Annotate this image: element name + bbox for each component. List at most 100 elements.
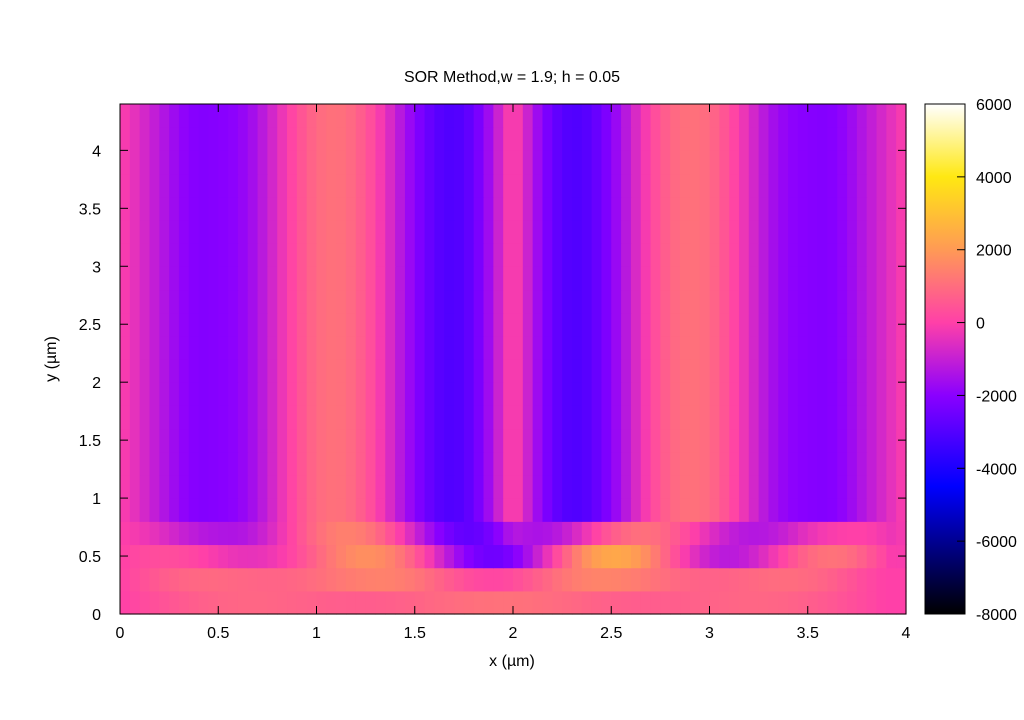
heatmap-cell — [218, 359, 229, 383]
heatmap-cell — [228, 127, 239, 151]
heatmap-cell — [513, 428, 524, 453]
heatmap-cell — [336, 544, 347, 569]
heatmap-cell — [208, 382, 219, 406]
heatmap-cell — [149, 521, 160, 546]
heatmap-cell — [178, 474, 190, 499]
heatmap-cell — [375, 289, 386, 314]
heatmap-cell — [218, 544, 229, 569]
heatmap-cell — [306, 590, 318, 615]
heatmap-cell — [365, 474, 377, 499]
heatmap-cell — [503, 521, 514, 546]
heatmap-cell — [404, 196, 416, 221]
heatmap-cell — [611, 196, 622, 221]
heatmap-cell — [228, 521, 239, 546]
heatmap-cell — [797, 498, 809, 522]
heatmap-cell — [326, 567, 337, 592]
heatmap-cell — [365, 544, 377, 569]
heatmap-cell — [267, 104, 278, 128]
heatmap-cell — [680, 196, 691, 221]
heatmap-cell — [188, 590, 200, 615]
heatmap-cell — [277, 243, 288, 267]
heatmap-cell — [621, 474, 632, 499]
heatmap-cell — [886, 104, 897, 128]
heatmap-cell — [395, 335, 406, 360]
heatmap-cell — [188, 173, 200, 198]
heatmap-cell — [817, 266, 828, 291]
heatmap-cell — [454, 428, 465, 453]
heatmap-cell — [463, 474, 475, 499]
heatmap-cell — [847, 451, 858, 476]
heatmap-cell — [296, 451, 308, 476]
heatmap-cell — [591, 127, 603, 151]
heatmap-cell — [640, 451, 652, 476]
heatmap-cell — [542, 127, 553, 151]
heatmap-cell — [493, 382, 504, 406]
heatmap-cell — [404, 521, 416, 546]
heatmap-cell — [375, 498, 386, 522]
heatmap-cell — [355, 196, 367, 221]
heatmap-cell — [886, 359, 897, 383]
heatmap-cell — [257, 590, 268, 615]
y-tick-label: 0 — [92, 607, 101, 624]
heatmap-cell — [797, 150, 809, 175]
heatmap-cell — [296, 590, 308, 615]
heatmap-cell — [552, 150, 563, 175]
heatmap-cell — [522, 544, 534, 569]
heatmap-cell — [120, 382, 131, 406]
heatmap-cell — [522, 266, 534, 291]
heatmap-cell — [247, 498, 259, 522]
heatmap-cell — [493, 196, 504, 221]
heatmap-cell — [738, 219, 750, 244]
heatmap-cell — [738, 451, 750, 476]
heatmap-cell — [591, 451, 603, 476]
heatmap-cell — [414, 521, 426, 546]
heatmap-cell — [237, 243, 249, 267]
heatmap-cell — [316, 289, 327, 314]
heatmap-cell — [807, 567, 819, 592]
heatmap-cell — [817, 219, 828, 244]
heatmap-cell — [345, 104, 357, 128]
heatmap-cell — [365, 150, 377, 175]
heatmap-cell — [719, 359, 730, 383]
colorbar-tick-label: -2000 — [976, 388, 1017, 405]
heatmap-cell — [277, 590, 288, 615]
heatmap-cell — [129, 590, 141, 615]
heatmap-cell — [424, 590, 435, 615]
heatmap-cell — [581, 289, 593, 314]
heatmap-cell — [404, 544, 416, 569]
heatmap-cell — [699, 312, 711, 337]
heatmap-cell — [571, 312, 583, 337]
heatmap-cell — [463, 289, 475, 314]
heatmap-cell — [159, 474, 170, 499]
heatmap-cell — [542, 104, 553, 128]
heatmap-cell — [424, 359, 435, 383]
heatmap-cell — [424, 150, 435, 175]
heatmap-cell — [306, 567, 318, 592]
heatmap-cell — [866, 382, 878, 406]
heatmap-cell — [729, 104, 740, 128]
heatmap-cell — [169, 196, 180, 221]
heatmap-cell — [404, 382, 416, 406]
heatmap-cell — [680, 312, 691, 337]
heatmap-cell — [139, 544, 151, 569]
heatmap-cell — [159, 127, 170, 151]
heatmap-cell — [326, 428, 337, 453]
heatmap-cell — [522, 428, 534, 453]
heatmap-cell — [571, 521, 583, 546]
heatmap-cell — [807, 590, 819, 615]
heatmap-cell — [807, 382, 819, 406]
heatmap-cell — [473, 474, 485, 499]
heatmap-cell — [768, 150, 779, 175]
heatmap-cell — [807, 266, 819, 291]
heatmap-cell — [513, 590, 524, 615]
heatmap-cell — [856, 359, 868, 383]
heatmap-cell — [601, 451, 612, 476]
heatmap-cell — [149, 405, 160, 430]
heatmap-cell — [198, 150, 210, 175]
heatmap-cell — [601, 498, 612, 522]
heatmap-cell — [188, 243, 200, 267]
heatmap-cell — [562, 567, 573, 592]
heatmap-cell — [611, 312, 622, 337]
heatmap-cell — [562, 335, 573, 360]
heatmap-cell — [169, 405, 180, 430]
